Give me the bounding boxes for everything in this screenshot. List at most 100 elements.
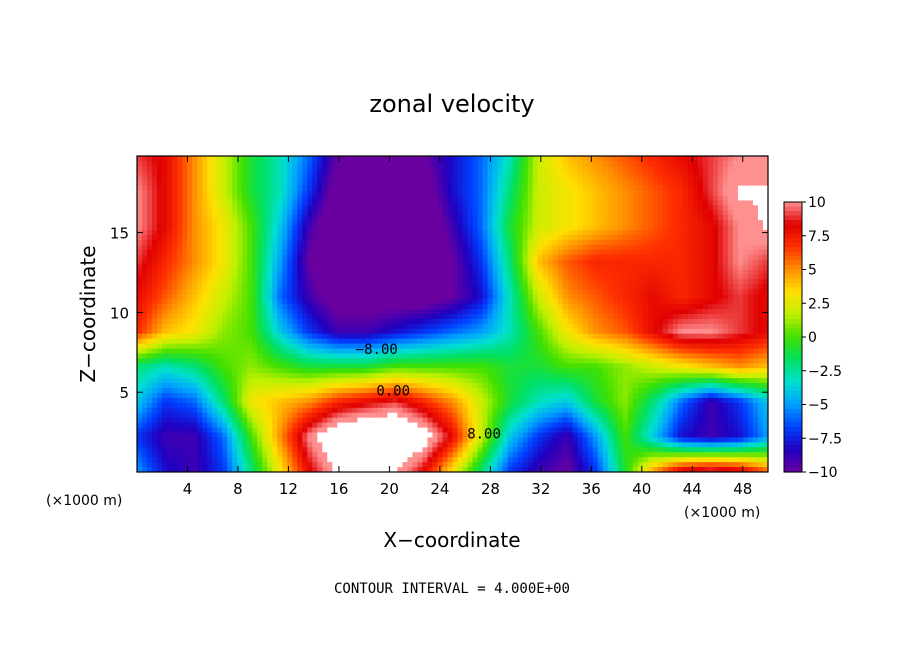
heatmap-cell	[222, 309, 228, 315]
heatmap-cell	[362, 259, 368, 266]
heatmap-cell	[447, 333, 454, 340]
heatmap-cell	[482, 338, 489, 345]
heatmap-cell	[257, 190, 263, 197]
heatmap-cell	[142, 279, 148, 285]
heatmap-cell	[732, 323, 739, 330]
heatmap-cell	[407, 299, 414, 305]
heatmap-cell	[342, 170, 348, 177]
heatmap-cell	[372, 289, 378, 295]
heatmap-cell	[512, 205, 519, 211]
heatmap-cell	[182, 210, 188, 216]
heatmap-cell	[647, 299, 654, 305]
heatmap-cell	[162, 299, 168, 305]
heatmap-cell	[487, 220, 494, 226]
heatmap-cell	[137, 220, 143, 226]
heatmap-cell	[577, 254, 584, 261]
heatmap-cell	[182, 289, 188, 295]
heatmap-cell	[357, 304, 363, 310]
heatmap-cell	[342, 195, 348, 202]
heatmap-cell	[482, 309, 489, 315]
heatmap-cell	[537, 180, 544, 187]
heatmap-cell	[737, 205, 744, 211]
heatmap-cell	[667, 160, 674, 167]
heatmap-cell	[357, 235, 363, 241]
heatmap-cell	[752, 175, 759, 182]
heatmap-cell	[602, 205, 609, 211]
heatmap-cell	[597, 269, 604, 276]
heatmap-cell	[577, 156, 584, 162]
heatmap-cell	[347, 244, 353, 251]
heatmap-cell	[487, 323, 494, 330]
heatmap-cell	[277, 180, 283, 187]
heatmap-cell	[697, 318, 704, 325]
heatmap-cell	[397, 328, 404, 335]
heatmap-cell	[602, 274, 609, 281]
heatmap-cell	[222, 156, 228, 162]
heatmap-cell	[507, 269, 514, 276]
heatmap-cell	[612, 156, 619, 162]
heatmap-cell	[247, 239, 253, 246]
heatmap-cell	[712, 180, 719, 187]
heatmap-cell	[347, 235, 353, 241]
heatmap-cell	[467, 294, 474, 300]
heatmap-cell	[467, 314, 474, 320]
heatmap-cell	[332, 259, 338, 266]
heatmap-cell	[672, 195, 679, 202]
heatmap-cell	[612, 205, 619, 211]
heatmap-cell	[597, 230, 604, 236]
heatmap-cell	[697, 220, 704, 226]
heatmap-cell	[167, 279, 173, 285]
heatmap-cell	[302, 269, 308, 276]
heatmap-cell	[552, 225, 559, 231]
heatmap-cell	[502, 220, 509, 226]
heatmap-cell	[187, 279, 193, 285]
heatmap-cell	[187, 314, 193, 320]
heatmap-cell	[652, 244, 659, 251]
heatmap-cell	[257, 323, 263, 330]
heatmap-cell	[702, 225, 709, 231]
heatmap-cell	[297, 170, 303, 177]
heatmap-cell	[312, 180, 318, 187]
heatmap-cell	[447, 244, 454, 251]
heatmap-cell	[327, 156, 333, 162]
heatmap-cell	[397, 235, 404, 241]
heatmap-cell	[232, 323, 238, 330]
heatmap-cell	[327, 343, 333, 350]
heatmap-cell	[737, 309, 744, 315]
heatmap-cell	[652, 195, 659, 202]
heatmap-cell	[317, 338, 323, 345]
heatmap-cell	[582, 230, 589, 236]
heatmap-cell	[527, 190, 534, 197]
heatmap-cell	[502, 239, 509, 246]
heatmap-cell	[357, 259, 363, 266]
heatmap-cell	[242, 328, 248, 335]
heatmap-cell	[637, 289, 644, 295]
heatmap-cell	[262, 249, 268, 256]
heatmap-cell	[352, 210, 358, 216]
heatmap-cell	[417, 299, 424, 305]
heatmap-cell	[702, 309, 709, 315]
heatmap-cell	[597, 299, 604, 305]
heatmap-cell	[757, 156, 764, 162]
heatmap-cell	[457, 348, 464, 355]
heatmap-cell	[457, 259, 464, 266]
heatmap-cell	[557, 239, 564, 246]
heatmap-cell	[307, 205, 313, 211]
heatmap-cell	[742, 284, 749, 290]
heatmap-cell	[622, 259, 629, 266]
heatmap-cell	[327, 318, 333, 325]
heatmap-cell	[737, 299, 744, 305]
heatmap-cell	[512, 230, 519, 236]
heatmap-cell	[237, 235, 243, 241]
heatmap-cell	[407, 338, 414, 345]
heatmap-cell	[422, 338, 429, 345]
heatmap-cell	[202, 333, 208, 340]
heatmap-cell	[687, 215, 694, 221]
heatmap-cell	[187, 185, 193, 192]
heatmap-cell	[487, 185, 494, 192]
heatmap-cell	[167, 254, 173, 261]
heatmap-cell	[322, 165, 328, 172]
heatmap-cell	[307, 180, 313, 187]
heatmap-cell	[442, 259, 449, 266]
heatmap-cell	[277, 294, 283, 300]
